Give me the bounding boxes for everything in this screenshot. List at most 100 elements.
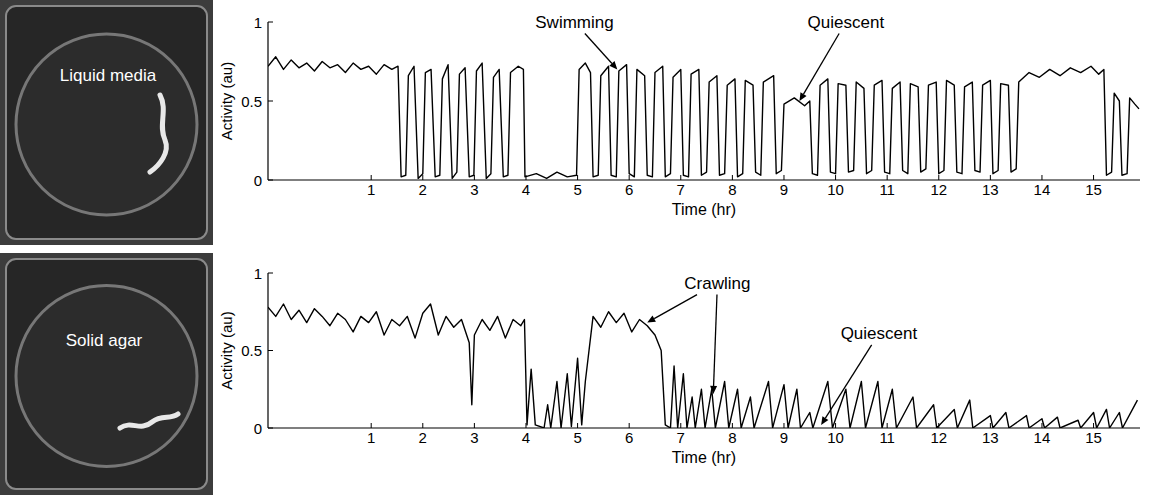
x-tick-label: 1 bbox=[367, 429, 375, 446]
x-tick-label: 5 bbox=[573, 429, 581, 446]
x-tick-label: 15 bbox=[1085, 429, 1102, 446]
x-tick bbox=[422, 175, 423, 180]
plot-area bbox=[268, 304, 1137, 428]
x-tick-label: 5 bbox=[573, 181, 581, 198]
x-tick-label: 7 bbox=[677, 429, 685, 446]
chart: 12345678910111213141500.51Time (hr)Activ… bbox=[218, 13, 1141, 219]
x-tick-label: 11 bbox=[879, 429, 895, 446]
x-tick-label: 12 bbox=[930, 181, 947, 198]
photo-background bbox=[0, 253, 213, 495]
worm bbox=[120, 414, 178, 428]
y-tick-label: 0.5 bbox=[241, 93, 262, 110]
photo-panel: Solid agar bbox=[0, 253, 213, 495]
activity-line bbox=[268, 304, 1137, 428]
annotation-arrow bbox=[821, 345, 872, 425]
annotation: Crawling bbox=[684, 274, 750, 293]
x-tick bbox=[577, 175, 578, 180]
y-tick bbox=[268, 22, 273, 23]
plot-area bbox=[268, 57, 1139, 179]
well-edge bbox=[6, 259, 207, 489]
x-tick bbox=[525, 175, 526, 180]
x-tick bbox=[887, 175, 888, 180]
x-tick bbox=[474, 423, 475, 428]
x-axis-line bbox=[268, 427, 1140, 428]
photo-panel: Liquid media bbox=[0, 0, 213, 245]
y-tick-label: 0 bbox=[254, 420, 262, 437]
x-tick bbox=[680, 423, 681, 428]
y-axis-title: Activity (au) bbox=[218, 311, 235, 389]
x-tick-label: 1 bbox=[367, 181, 375, 198]
x-tick-label: 8 bbox=[728, 429, 736, 446]
x-tick-label: 3 bbox=[470, 429, 478, 446]
x-tick-label: 6 bbox=[625, 181, 633, 198]
annotation-arrow bbox=[585, 34, 617, 70]
arrow-head bbox=[821, 416, 828, 425]
arrow-shaft bbox=[825, 345, 871, 418]
x-tick bbox=[371, 423, 372, 428]
x-tick-label: 8 bbox=[728, 181, 736, 198]
arrow-head bbox=[710, 386, 717, 394]
x-tick-label: 14 bbox=[1034, 429, 1051, 446]
photo-background bbox=[0, 0, 213, 245]
x-tick bbox=[887, 423, 888, 428]
arrow-shaft bbox=[804, 34, 840, 95]
x-tick-label: 2 bbox=[419, 181, 427, 198]
x-tick-label: 9 bbox=[780, 429, 788, 446]
x-tick-label: 9 bbox=[780, 181, 788, 198]
y-tick-label: 0.5 bbox=[241, 342, 262, 359]
well-ring bbox=[16, 286, 197, 467]
y-tick bbox=[268, 428, 273, 429]
x-tick bbox=[680, 175, 681, 180]
arrow-head bbox=[609, 61, 617, 69]
arrow-shaft bbox=[714, 295, 717, 386]
x-tick bbox=[1093, 423, 1094, 428]
x-tick bbox=[1041, 423, 1042, 428]
x-tick-label: 7 bbox=[677, 181, 685, 198]
activity-line bbox=[268, 57, 1139, 179]
x-tick-label: 6 bbox=[625, 429, 633, 446]
x-tick-label: 4 bbox=[522, 429, 530, 446]
annotation-arrow bbox=[647, 295, 697, 323]
x-tick bbox=[835, 423, 836, 428]
x-tick-label: 14 bbox=[1034, 181, 1051, 198]
x-tick bbox=[990, 175, 991, 180]
x-tick bbox=[371, 175, 372, 180]
x-tick bbox=[422, 423, 423, 428]
x-tick bbox=[783, 423, 784, 428]
x-axis-title: Time (hr) bbox=[672, 449, 736, 466]
annotation: Quiescent bbox=[808, 13, 885, 32]
x-tick bbox=[732, 175, 733, 180]
chart: 12345678910111213141500.51Time (hr)Activ… bbox=[218, 265, 1141, 467]
x-axis-line bbox=[268, 179, 1140, 180]
y-tick-label: 1 bbox=[254, 265, 262, 282]
x-tick bbox=[835, 175, 836, 180]
annotation-arrow bbox=[799, 34, 839, 102]
photo-label: Solid agar bbox=[66, 331, 143, 350]
x-tick bbox=[990, 423, 991, 428]
y-tick bbox=[268, 180, 273, 181]
x-tick-label: 12 bbox=[930, 429, 947, 446]
photo-label: Liquid media bbox=[60, 66, 157, 85]
annotation: Swimming bbox=[535, 13, 613, 32]
y-axis-title: Activity (au) bbox=[218, 62, 235, 140]
x-tick-label: 15 bbox=[1085, 181, 1102, 198]
x-tick-label: 13 bbox=[982, 429, 999, 446]
arrow-shaft bbox=[654, 295, 697, 319]
x-tick-label: 10 bbox=[827, 429, 844, 446]
x-tick bbox=[938, 175, 939, 180]
x-tick bbox=[629, 175, 630, 180]
well-edge bbox=[6, 6, 207, 239]
arrow-head bbox=[647, 316, 656, 323]
arrow-shaft bbox=[585, 34, 612, 64]
x-tick-label: 3 bbox=[470, 181, 478, 198]
well-ring bbox=[16, 34, 197, 215]
figure: Liquid mediaSolid agar123456789101112131… bbox=[0, 0, 1158, 495]
x-tick bbox=[732, 423, 733, 428]
x-tick-label: 4 bbox=[522, 181, 530, 198]
x-tick-label: 2 bbox=[419, 429, 427, 446]
x-tick bbox=[525, 423, 526, 428]
x-tick bbox=[938, 423, 939, 428]
annotation: Quiescent bbox=[841, 324, 918, 343]
y-tick-label: 1 bbox=[254, 14, 262, 31]
arrow-head bbox=[799, 92, 806, 101]
